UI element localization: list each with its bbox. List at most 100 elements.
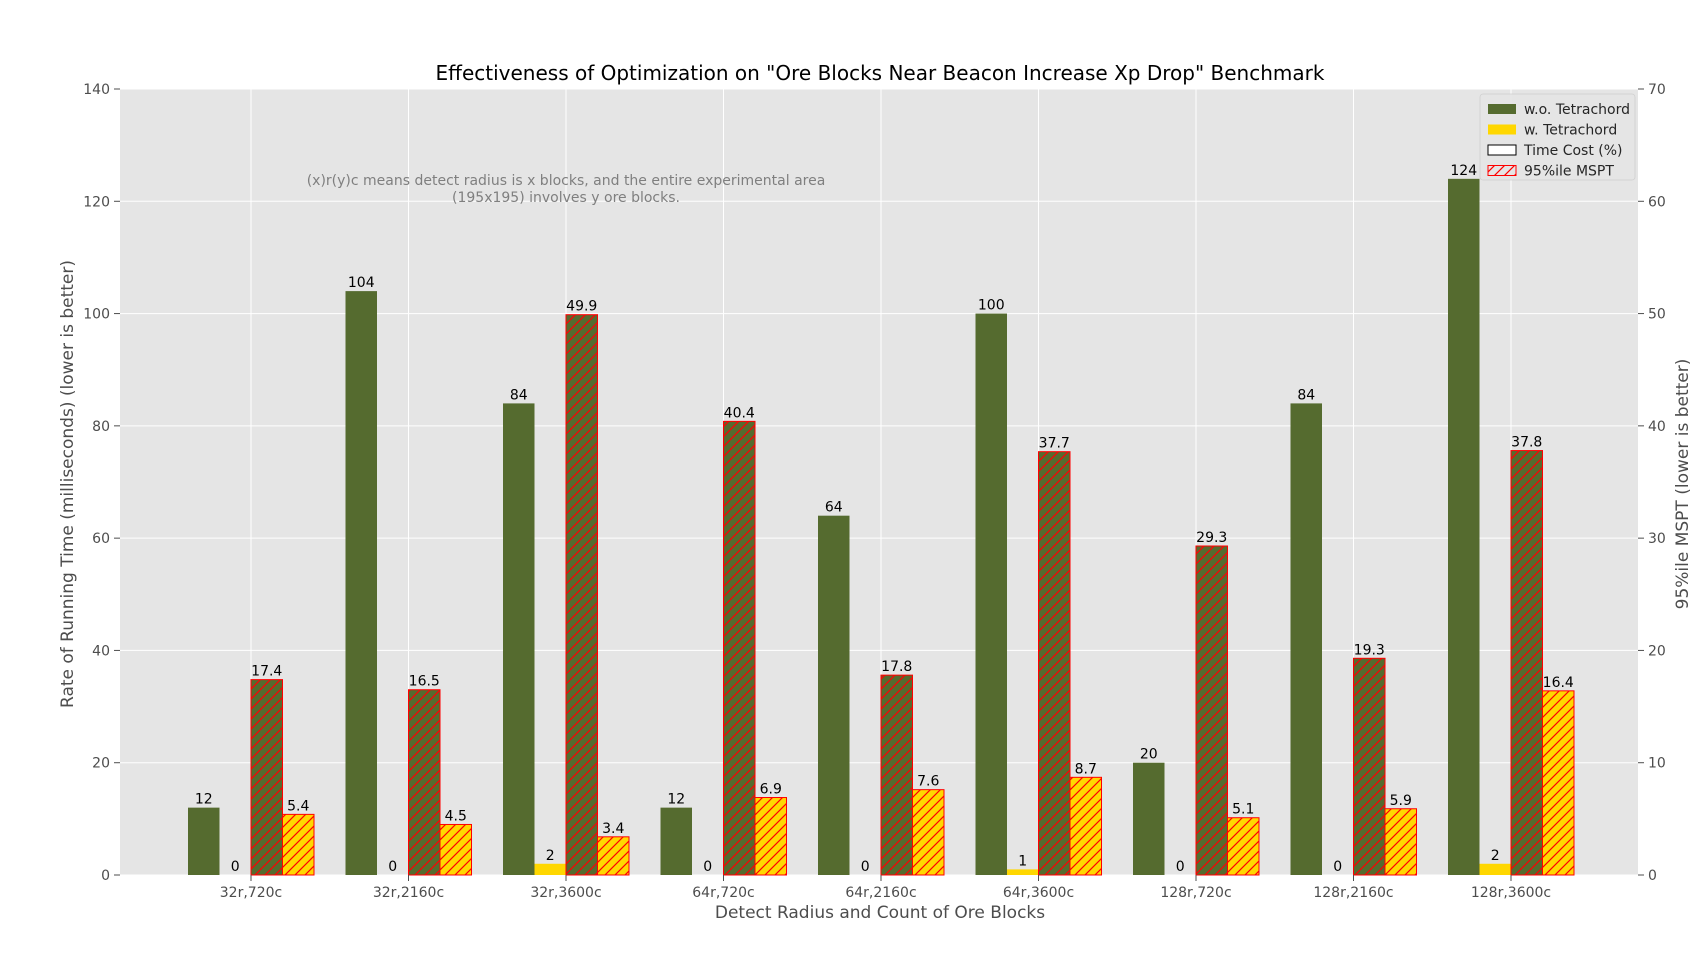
y2-tick-label: 70 [1648, 82, 1666, 98]
bar-value-label: 0 [1176, 859, 1185, 875]
bar-value-label: 37.8 [1511, 435, 1542, 451]
legend-label: w.o. Tetrachord [1524, 102, 1630, 118]
bar-value-label: 6.9 [760, 782, 782, 798]
x-tick-label: 128r,2160c [1313, 885, 1393, 901]
bar-value-label: 8.7 [1075, 761, 1097, 777]
legend-swatch [1488, 104, 1516, 114]
bar-mspt-w-tetrachord-hatch [1384, 808, 1417, 876]
x-tick-label: 64r,2160c [845, 885, 916, 901]
bar-value-label: 100 [978, 298, 1005, 314]
bar-mspt-wo-tetrachord-hatch [408, 689, 441, 876]
bar-value-label: 17.4 [251, 664, 282, 680]
y-tick-label: 60 [92, 531, 110, 547]
bar-mspt-wo-tetrachord-hatch [880, 674, 913, 876]
bar-mspt-w-tetrachord-hatch [597, 836, 630, 876]
bar-mspt-w-tetrachord-hatch [439, 823, 472, 876]
bar-value-label: 16.5 [409, 674, 440, 690]
bar-time-wo-tetrachord [1290, 403, 1322, 875]
bar-time-w-tetrachord [534, 863, 566, 875]
bar-time-wo-tetrachord [975, 313, 1007, 876]
y-axis-label: Rate of Running Time (milliseconds) (low… [58, 260, 78, 708]
chart-annotation: (x)r(y)c means detect radius is x blocks… [307, 173, 826, 206]
y2-tick-label: 0 [1648, 868, 1657, 884]
bars [188, 178, 1575, 876]
bar-time-w-tetrachord [1479, 863, 1511, 875]
legend-swatch [1487, 144, 1517, 156]
bar-value-label: 16.4 [1543, 675, 1574, 691]
y-tick-label: 0 [101, 868, 110, 884]
bar-value-label: 3.4 [602, 821, 624, 837]
bar-mspt-wo-tetrachord-hatch [723, 420, 756, 876]
bar-mspt-w-tetrachord-hatch [754, 797, 787, 876]
bar-value-label: 5.9 [1390, 793, 1412, 809]
bar-value-label: 0 [1333, 859, 1342, 875]
legend-label: 95%ile MSPT [1524, 164, 1614, 180]
bar-time-wo-tetrachord [1133, 762, 1165, 875]
bar-time-w-tetrachord [1007, 869, 1039, 875]
legend: w.o. Tetrachord w. Tetrachord Time Cost (%… [1479, 93, 1636, 181]
annotation-line: (x)r(y)c means detect radius is x blocks… [307, 173, 826, 189]
bar-mspt-w-tetrachord-hatch [1069, 776, 1102, 876]
legend-label: w. Tetrachord [1524, 123, 1617, 139]
bar-mspt-wo-tetrachord-hatch [1510, 450, 1543, 876]
bar-value-label: 37.7 [1039, 436, 1070, 452]
bar-time-wo-tetrachord [188, 807, 220, 875]
bar-value-label: 49.9 [566, 299, 597, 315]
legend-box [1479, 93, 1636, 181]
x-tick-label: 32r,3600c [530, 885, 601, 901]
y-tick-label: 100 [83, 307, 110, 323]
bar-time-wo-tetrachord [503, 403, 535, 875]
y-tick-label: 80 [92, 419, 110, 435]
bar-mspt-w-tetrachord-hatch [1542, 690, 1575, 876]
bar-value-label: 0 [703, 859, 712, 875]
bar-value-label: 84 [510, 387, 528, 403]
bar-value-label: 20 [1140, 747, 1158, 763]
bar-mspt-wo-tetrachord-hatch [565, 314, 598, 876]
bar-value-label: 29.3 [1196, 530, 1227, 546]
y2-tick-label: 10 [1648, 756, 1666, 772]
x-tick-label: 128r,3600c [1471, 885, 1551, 901]
x-tick-label: 32r,2160c [373, 885, 444, 901]
y-tick-label: 20 [92, 756, 110, 772]
y-tick-label: 120 [83, 194, 110, 210]
x-tick-label: 128r,720c [1160, 885, 1231, 901]
bar-value-label: 0 [861, 859, 870, 875]
bar-value-label: 12 [667, 792, 685, 808]
bar-mspt-w-tetrachord-hatch [282, 813, 315, 876]
legend-label: Time Cost (%) [1523, 143, 1623, 159]
y2-tick-label: 60 [1648, 194, 1666, 210]
y-tick-label: 40 [92, 643, 110, 659]
axes: 02040608010012014001020304050607032r,720… [83, 82, 1666, 901]
bar-value-label: 0 [231, 859, 240, 875]
bar-value-label: 64 [825, 500, 843, 516]
y2-tick-label: 30 [1648, 531, 1666, 547]
bar-mspt-wo-tetrachord-hatch [1195, 545, 1228, 876]
bar-mspt-w-tetrachord-hatch [912, 789, 945, 876]
bar-value-label: 84 [1297, 387, 1315, 403]
bar-value-label: 12 [195, 792, 213, 808]
bar-value-label: 17.8 [881, 659, 912, 675]
bar-value-label: 5.4 [287, 798, 309, 814]
bar-value-label: 19.3 [1354, 642, 1385, 658]
annotation-line: (195x195) involves y ore blocks. [452, 190, 680, 206]
bar-value-label: 104 [348, 275, 375, 291]
bar-value-label: 5.1 [1232, 802, 1254, 818]
bar-time-wo-tetrachord [818, 515, 850, 875]
x-tick-label: 64r,720c [692, 885, 754, 901]
bar-value-label: 1 [1018, 853, 1027, 869]
bar-value-label: 0 [388, 859, 397, 875]
x-tick-label: 64r,3600c [1003, 885, 1074, 901]
y2-tick-label: 40 [1648, 419, 1666, 435]
bar-value-label: 2 [546, 848, 555, 864]
bar-time-wo-tetrachord [345, 291, 377, 876]
bar-value-label: 2 [1491, 848, 1500, 864]
legend-swatch [1488, 124, 1516, 135]
x-axis-label: Detect Radius and Count of Ore Blocks [715, 903, 1045, 923]
chart-title: Effectiveness of Optimization on "Ore Bl… [436, 61, 1325, 85]
bar-time-wo-tetrachord [1448, 178, 1480, 876]
bar-mspt-wo-tetrachord-hatch [1353, 657, 1386, 876]
bar-value-label: 124 [1450, 163, 1477, 179]
